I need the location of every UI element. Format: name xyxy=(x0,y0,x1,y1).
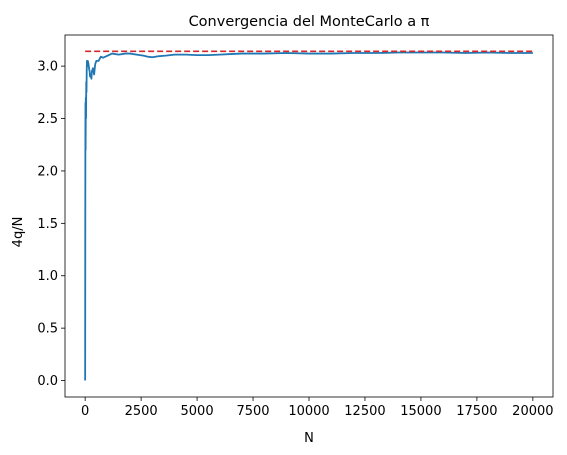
x-tick-label: 10000 xyxy=(288,404,329,419)
axes-frame xyxy=(64,34,554,398)
x-tick-label: 15000 xyxy=(400,404,441,419)
y-tick-label: 1.0 xyxy=(37,269,58,284)
x-tick-label: 7500 xyxy=(236,404,269,419)
y-tick-label: 2.5 xyxy=(37,112,58,127)
y-tick-label: 0.0 xyxy=(37,374,58,389)
x-tick-label: 5000 xyxy=(181,404,214,419)
y-axis-label: 4q/N xyxy=(11,217,26,248)
y-tick-label: 0.5 xyxy=(37,322,58,337)
x-axis-label: N xyxy=(304,431,314,446)
x-tick-label: 20000 xyxy=(512,404,553,419)
plot-area: 0 2500 5000 7500 10000 12500 15000 17500 20000 0.… xyxy=(37,34,554,419)
x-tick-label: 12500 xyxy=(344,404,385,419)
x-tick-label: 17500 xyxy=(456,404,497,419)
chart-title: Convergencia del MonteCarlo a π xyxy=(189,14,430,30)
series-line xyxy=(84,51,533,381)
y-tick-label: 1.5 xyxy=(37,217,58,232)
y-tick-label: 2.0 xyxy=(37,164,58,179)
y-tick-label: 3.0 xyxy=(37,60,58,75)
x-tick-label: 0 xyxy=(81,404,89,419)
x-tick-label: 2500 xyxy=(125,404,158,419)
